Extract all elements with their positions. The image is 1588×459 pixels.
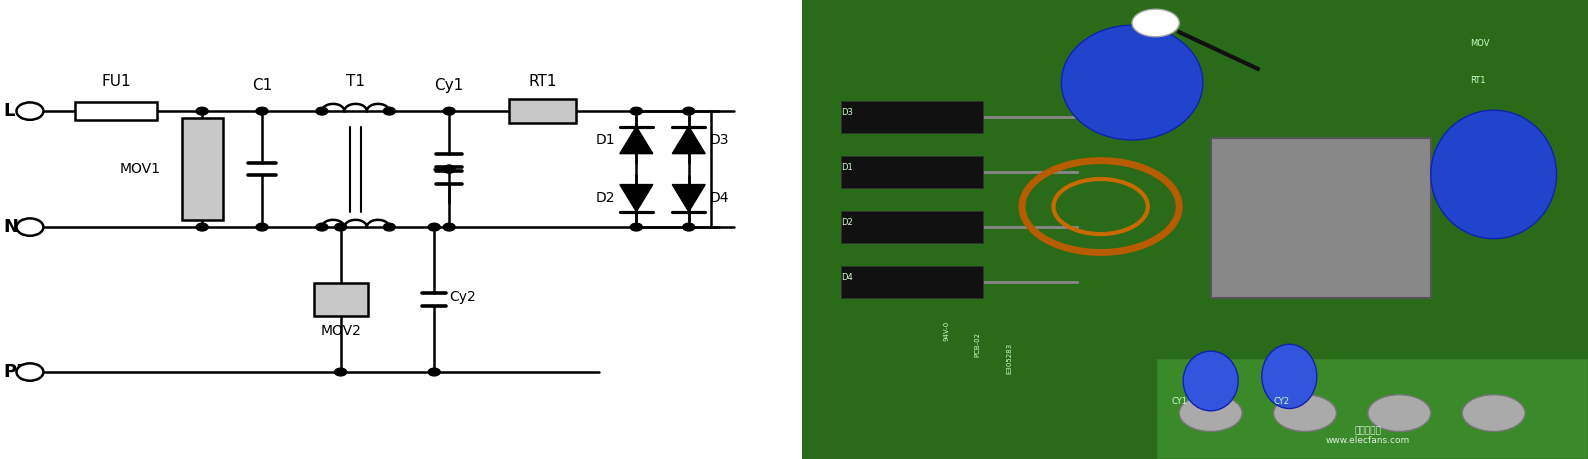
Ellipse shape [1061,25,1202,140]
Text: MOV: MOV [1470,39,1490,48]
Polygon shape [619,127,653,154]
Text: D2: D2 [596,191,616,205]
Text: C1: C1 [252,78,272,93]
Text: RT1: RT1 [529,74,557,90]
Circle shape [256,223,268,231]
Text: 电子发烧友
www.elecfans.com: 电子发烧友 www.elecfans.com [1326,426,1410,445]
Text: FU1: FU1 [102,74,130,90]
Circle shape [335,368,346,376]
Circle shape [383,107,395,115]
Circle shape [1463,395,1524,431]
Ellipse shape [1183,351,1239,411]
Circle shape [443,165,456,173]
Circle shape [1274,395,1337,431]
Text: D3: D3 [842,108,853,117]
Circle shape [429,223,440,231]
Circle shape [197,223,208,231]
Circle shape [1367,395,1431,431]
Circle shape [316,223,327,231]
Text: T1: T1 [346,74,365,90]
Bar [181,118,222,220]
Bar [510,99,576,123]
Bar [75,102,157,120]
Circle shape [630,107,642,115]
Circle shape [256,107,268,115]
Bar [314,283,367,316]
Ellipse shape [1262,344,1316,409]
Text: CY1: CY1 [1172,397,1188,406]
Circle shape [16,364,43,381]
Text: E305283: E305283 [1007,342,1012,374]
Circle shape [16,218,43,236]
Circle shape [443,223,456,231]
Bar [842,156,983,188]
Circle shape [443,107,456,115]
Text: D4: D4 [710,191,729,205]
Bar [1156,358,1588,459]
Text: D2: D2 [842,218,853,227]
Circle shape [316,107,327,115]
Text: PCB-02: PCB-02 [975,332,981,357]
Polygon shape [619,185,653,212]
Text: D3: D3 [710,133,729,147]
Circle shape [683,107,694,115]
Circle shape [1132,9,1180,37]
Bar [842,101,983,133]
Bar [842,211,983,243]
Circle shape [335,223,346,231]
Text: 94V-0: 94V-0 [943,320,950,341]
Circle shape [443,165,456,173]
Circle shape [429,368,440,376]
Text: D1: D1 [596,133,616,147]
Text: N: N [3,218,19,236]
Text: RT1: RT1 [1470,76,1486,84]
Circle shape [383,223,395,231]
Circle shape [197,107,208,115]
Text: CY2: CY2 [1274,397,1289,406]
Circle shape [16,102,43,120]
Circle shape [630,223,642,231]
Text: D1: D1 [842,163,853,172]
Polygon shape [672,185,705,212]
Text: Cy1: Cy1 [435,78,464,93]
Circle shape [1180,395,1242,431]
Text: MOV1: MOV1 [121,162,160,176]
Text: L: L [3,102,16,120]
Text: PE: PE [3,363,29,381]
Bar [842,266,983,298]
Ellipse shape [1431,110,1556,239]
Bar [1210,138,1431,298]
Circle shape [683,223,694,231]
Text: Cy2: Cy2 [449,290,476,304]
Text: D4: D4 [842,273,853,282]
Polygon shape [672,127,705,154]
Text: MOV2: MOV2 [321,324,360,338]
